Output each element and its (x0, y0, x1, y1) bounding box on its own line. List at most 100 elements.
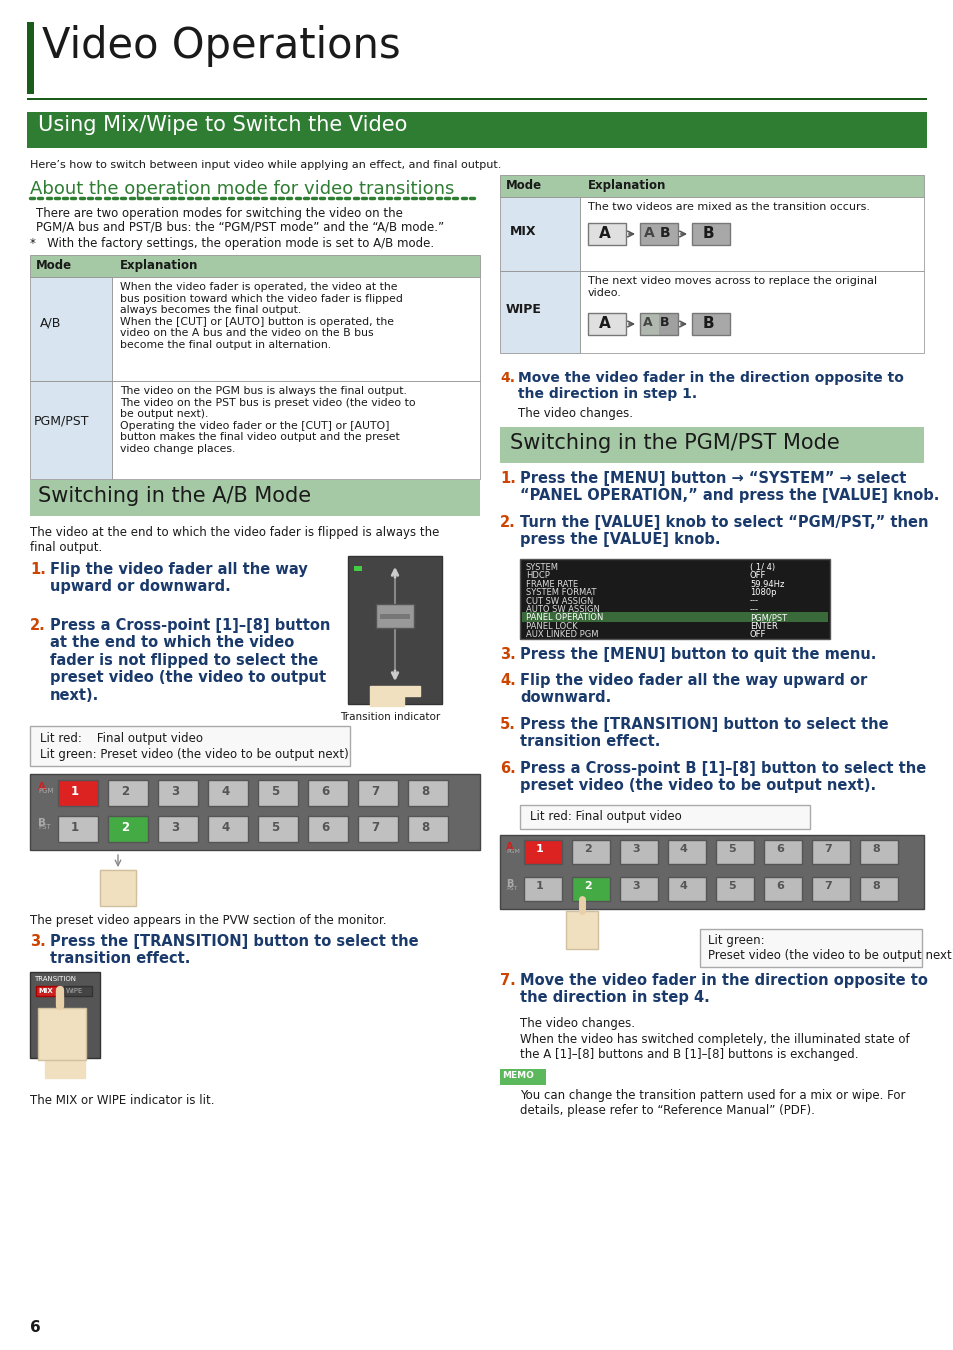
Text: PGM/PST: PGM/PST (34, 414, 90, 428)
Bar (30, 381, 112, 479)
Text: Flip the video fader all the way upward or
downward.: Flip the video fader all the way upward … (519, 674, 866, 706)
Text: The MIX or WIPE indicator is lit.: The MIX or WIPE indicator is lit. (30, 1094, 214, 1107)
Text: PST: PST (505, 886, 517, 891)
Bar (375, 603, 414, 628)
Bar (811, 878, 849, 900)
Bar (158, 780, 198, 806)
Text: B: B (659, 225, 670, 240)
Bar (565, 911, 598, 949)
Text: AUX LINKED PGM: AUX LINKED PGM (525, 630, 598, 639)
Text: 7.: 7. (499, 973, 516, 988)
Text: CUT SW ASSIGN: CUT SW ASSIGN (525, 597, 593, 606)
Text: 3.: 3. (30, 934, 46, 949)
Text: PGM/PST: PGM/PST (749, 613, 786, 622)
Bar (811, 840, 849, 864)
Text: Switching in the PGM/PST Mode: Switching in the PGM/PST Mode (510, 433, 839, 454)
Bar (158, 815, 198, 842)
Bar (639, 223, 678, 244)
Text: PST: PST (38, 824, 51, 830)
Bar (499, 176, 923, 197)
Text: 7: 7 (823, 844, 831, 855)
Bar (108, 780, 148, 806)
Text: Turn the [VALUE] knob to select “PGM/PST,” then
press the [VALUE] knob.: Turn the [VALUE] knob to select “PGM/PST… (519, 514, 927, 547)
Text: Move the video fader in the direction opposite to
the direction in step 4.: Move the video fader in the direction op… (519, 973, 927, 1006)
Text: 5: 5 (271, 784, 279, 798)
Text: A: A (642, 316, 652, 329)
Text: A: A (505, 842, 513, 852)
Text: 2: 2 (121, 784, 129, 798)
Text: Move the video fader in the direction opposite to
the direction in step 1.: Move the video fader in the direction op… (517, 371, 902, 401)
Text: FRAME RATE: FRAME RATE (525, 579, 578, 589)
Text: 4: 4 (679, 882, 687, 891)
Text: 7: 7 (823, 882, 831, 891)
Bar (354, 566, 361, 571)
Text: 2.: 2. (30, 618, 46, 633)
Bar (579, 271, 923, 352)
Bar (30, 972, 100, 1058)
Text: 7: 7 (371, 821, 378, 834)
Bar (700, 929, 921, 967)
Text: Switching in the A/B Mode: Switching in the A/B Mode (38, 486, 311, 506)
Text: 5.: 5. (499, 717, 516, 732)
Bar (667, 878, 705, 900)
Text: 6: 6 (775, 844, 783, 855)
Text: 2: 2 (583, 882, 591, 891)
Text: Lit green: Preset video (the video to be output next): Lit green: Preset video (the video to be… (40, 748, 349, 761)
Text: 4: 4 (221, 784, 229, 798)
Text: The preset video appears in the PVW section of the monitor.: The preset video appears in the PVW sect… (30, 914, 386, 927)
Text: 6.: 6. (499, 761, 516, 776)
Bar (523, 878, 561, 900)
Text: A: A (643, 225, 654, 240)
Text: A: A (598, 316, 610, 331)
Text: Transition indicator: Transition indicator (339, 711, 439, 722)
Bar (716, 840, 753, 864)
Text: Press the [MENU] button → “SYSTEM” → select
“PANEL OPERATION,” and press the [VA: Press the [MENU] button → “SYSTEM” → sel… (519, 471, 939, 504)
Text: Press a Cross-point [1]–[8] button
at the end to which the video
fader is not fl: Press a Cross-point [1]–[8] button at th… (50, 618, 330, 702)
Text: 1: 1 (536, 844, 543, 855)
Bar (38, 1008, 86, 1060)
Text: 2.: 2. (499, 514, 516, 531)
Text: ENTER: ENTER (749, 622, 777, 630)
Bar (523, 840, 561, 864)
Bar (639, 313, 678, 335)
Bar (499, 271, 579, 352)
Bar (499, 197, 579, 271)
Text: 1: 1 (536, 882, 543, 891)
Bar (659, 313, 678, 335)
Bar (30, 255, 479, 277)
Bar (108, 815, 148, 842)
Text: 5: 5 (727, 844, 735, 855)
Text: Explanation: Explanation (587, 180, 666, 192)
Bar (859, 878, 897, 900)
Text: PANEL OPERATION: PANEL OPERATION (525, 613, 602, 622)
Text: Mode: Mode (36, 259, 72, 271)
Text: The video changes.: The video changes. (517, 406, 633, 420)
Text: ( 1/ 4): ( 1/ 4) (749, 563, 774, 572)
Text: Press the [TRANSITION] button to select the
transition effect.: Press the [TRANSITION] button to select … (519, 717, 887, 749)
Text: *   With the factory settings, the operation mode is set to A/B mode.: * With the factory settings, the operati… (30, 238, 434, 250)
Text: 8: 8 (871, 882, 879, 891)
Bar (348, 556, 441, 703)
Bar (521, 613, 827, 622)
Text: ---: --- (749, 597, 759, 606)
Text: ---: --- (749, 605, 759, 614)
Text: Press the [TRANSITION] button to select the
transition effect.: Press the [TRANSITION] button to select … (50, 934, 418, 967)
Text: 6: 6 (320, 784, 329, 798)
Polygon shape (45, 1012, 85, 1079)
Text: Lit red:    Final output video: Lit red: Final output video (40, 732, 203, 745)
Text: 7: 7 (371, 784, 378, 798)
Text: B: B (702, 316, 714, 331)
Bar (667, 840, 705, 864)
Text: 8: 8 (420, 821, 429, 834)
Text: The next video moves across to replace the original
video.: The next video moves across to replace t… (587, 275, 876, 297)
Text: B: B (659, 316, 669, 329)
Text: PANEL LOCK: PANEL LOCK (525, 622, 577, 630)
Bar (112, 277, 479, 381)
Text: 6: 6 (320, 821, 329, 834)
Text: Lit green:: Lit green: (707, 934, 763, 946)
Bar (763, 878, 801, 900)
Text: OFF: OFF (749, 630, 765, 639)
Bar (64, 986, 91, 996)
Text: PGM: PGM (505, 849, 519, 855)
Text: The two videos are mixed as the transition occurs.: The two videos are mixed as the transiti… (587, 202, 869, 212)
